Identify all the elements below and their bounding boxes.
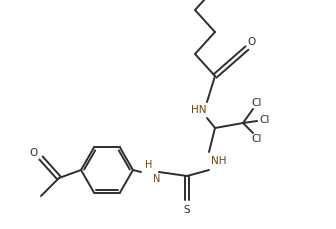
- Text: Cl: Cl: [252, 134, 262, 144]
- Text: Cl: Cl: [260, 115, 270, 125]
- Text: Cl: Cl: [252, 98, 262, 108]
- Text: NH: NH: [211, 156, 227, 166]
- Text: H: H: [145, 160, 153, 170]
- Text: O: O: [248, 37, 256, 47]
- Text: S: S: [184, 205, 190, 215]
- Text: O: O: [30, 148, 38, 158]
- Text: HN: HN: [191, 105, 207, 115]
- Text: N: N: [153, 174, 161, 184]
